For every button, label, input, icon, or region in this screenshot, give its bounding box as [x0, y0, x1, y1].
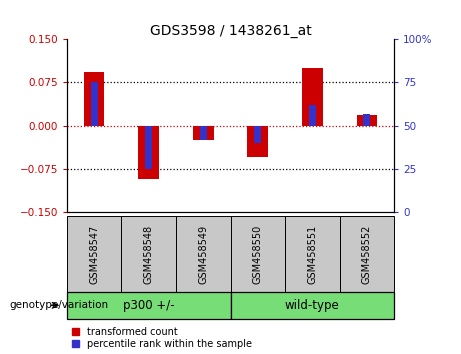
- Bar: [193, 126, 213, 140]
- Text: GSM458552: GSM458552: [362, 224, 372, 284]
- Bar: [67, 216, 121, 292]
- Bar: [138, 126, 159, 179]
- Bar: [84, 72, 105, 126]
- Bar: [200, 126, 207, 139]
- Text: GSM458550: GSM458550: [253, 224, 263, 284]
- Legend: transformed count, percentile rank within the sample: transformed count, percentile rank withi…: [72, 327, 252, 349]
- Bar: [309, 105, 316, 126]
- Bar: [176, 216, 230, 292]
- Title: GDS3598 / 1438261_at: GDS3598 / 1438261_at: [150, 24, 311, 38]
- Bar: [356, 115, 377, 126]
- Bar: [254, 126, 261, 143]
- Text: GSM458548: GSM458548: [144, 224, 154, 284]
- Bar: [248, 126, 268, 158]
- Bar: [121, 216, 176, 292]
- Bar: [363, 114, 371, 126]
- Bar: [90, 82, 98, 126]
- Bar: [340, 216, 394, 292]
- Text: GSM458549: GSM458549: [198, 224, 208, 284]
- Text: p300 +/-: p300 +/-: [123, 299, 174, 312]
- Bar: [230, 216, 285, 292]
- Text: GSM458551: GSM458551: [307, 224, 317, 284]
- Bar: [302, 68, 323, 126]
- Text: genotype/variation: genotype/variation: [9, 300, 108, 310]
- Bar: [285, 216, 340, 292]
- Bar: [230, 292, 394, 319]
- Text: wild-type: wild-type: [285, 299, 340, 312]
- Text: GSM458547: GSM458547: [89, 224, 99, 284]
- Bar: [145, 126, 152, 169]
- Bar: [67, 292, 230, 319]
